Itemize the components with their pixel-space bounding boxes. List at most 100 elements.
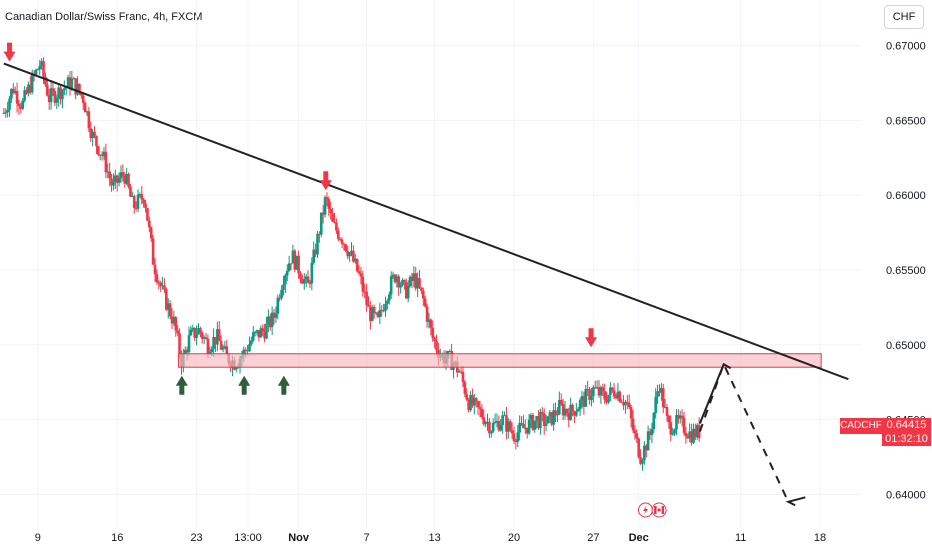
candle-body [525,427,529,434]
candle-body [280,289,283,299]
candles [2,57,701,471]
candle-body [187,335,191,353]
candle-body [542,413,546,426]
candle-body [661,388,665,408]
candle-body [46,84,49,96]
candle-body [370,307,374,321]
candle-body [490,431,493,434]
candle-body [202,337,206,339]
candle-body [423,298,427,307]
candle-body [695,424,699,438]
candle-body [80,92,83,96]
signal-arrows [3,42,598,395]
candle-body [476,401,480,408]
candle-body [272,312,276,318]
candle-body [40,61,43,66]
candle-body [195,334,198,338]
candle-body [387,294,391,301]
candle-body [561,403,565,416]
candle-body [104,151,108,173]
candle-body [503,415,506,417]
candle-body [321,212,325,215]
candle-body [244,349,247,351]
candle-body [159,282,162,287]
last-price-label: 0.64415 [882,418,931,432]
candle-body [414,273,418,289]
candle-body [140,194,144,200]
candle-body [27,84,30,94]
candle-body [47,95,51,103]
price-tick-label: 0.65500 [886,265,926,277]
candle-body [78,83,81,93]
candle-body [34,69,38,75]
candle-body [200,332,204,339]
candle-body [44,76,47,85]
candle-body [19,106,23,109]
candle-body [601,387,605,392]
candle-body [648,431,652,435]
candle-body [588,389,591,401]
candle-body [170,316,174,324]
bar-countdown-label: 01:32:10 [882,432,931,446]
candle-body [225,346,229,354]
down-arrow-icon [3,42,16,62]
candle-body [148,220,151,228]
candle-body [599,387,603,396]
candle-body [112,181,115,186]
candle-body [397,276,401,288]
candle-body [25,90,28,94]
time-tick-label: 11 [735,532,746,544]
candle-body [550,412,554,425]
candle-body [482,417,486,425]
candle-body [212,337,215,350]
candle-body [68,77,72,90]
candle-body [325,197,329,200]
candle-body [85,111,89,113]
candle-body [552,410,555,425]
candle-body [627,402,631,408]
candle-body [410,276,414,282]
candle-body [480,408,484,418]
up-arrow-icon [277,375,290,395]
candle-body [654,396,657,413]
trendline-line [3,62,849,381]
candle-body [8,98,11,110]
candle-body [463,382,467,394]
candle-body [153,264,157,275]
lightning-glyph [642,505,648,515]
candle-body [474,398,478,402]
candle-body [546,416,550,424]
candle-body [61,90,64,100]
candle-body [510,430,514,434]
candle-body [274,313,278,318]
candle-body [161,285,164,287]
candle-body [223,346,227,348]
candle-body [312,249,316,263]
time-tick-label: 9 [35,532,41,544]
candle-body [327,199,331,210]
candle-body [51,88,55,92]
candle-body [429,319,433,328]
candle-body [348,252,351,257]
candle-body [174,317,178,331]
candle-body [644,445,648,451]
candle-body [155,274,159,283]
candle-body [12,88,15,94]
candle-body [306,276,310,284]
candle-body [257,330,261,338]
flag-band-left [654,506,657,514]
currency-button[interactable]: CHF [884,5,924,29]
candle-body [622,402,625,406]
candle-body [421,290,425,299]
candle-body [692,428,695,443]
candle-body [151,238,155,265]
candle-body [36,69,40,71]
candle-body [486,421,489,423]
candle-body [291,250,295,264]
time-tick-label: 27 [587,532,599,544]
candle-body [473,398,476,406]
candle-body [15,90,19,104]
candle-body [234,367,238,370]
